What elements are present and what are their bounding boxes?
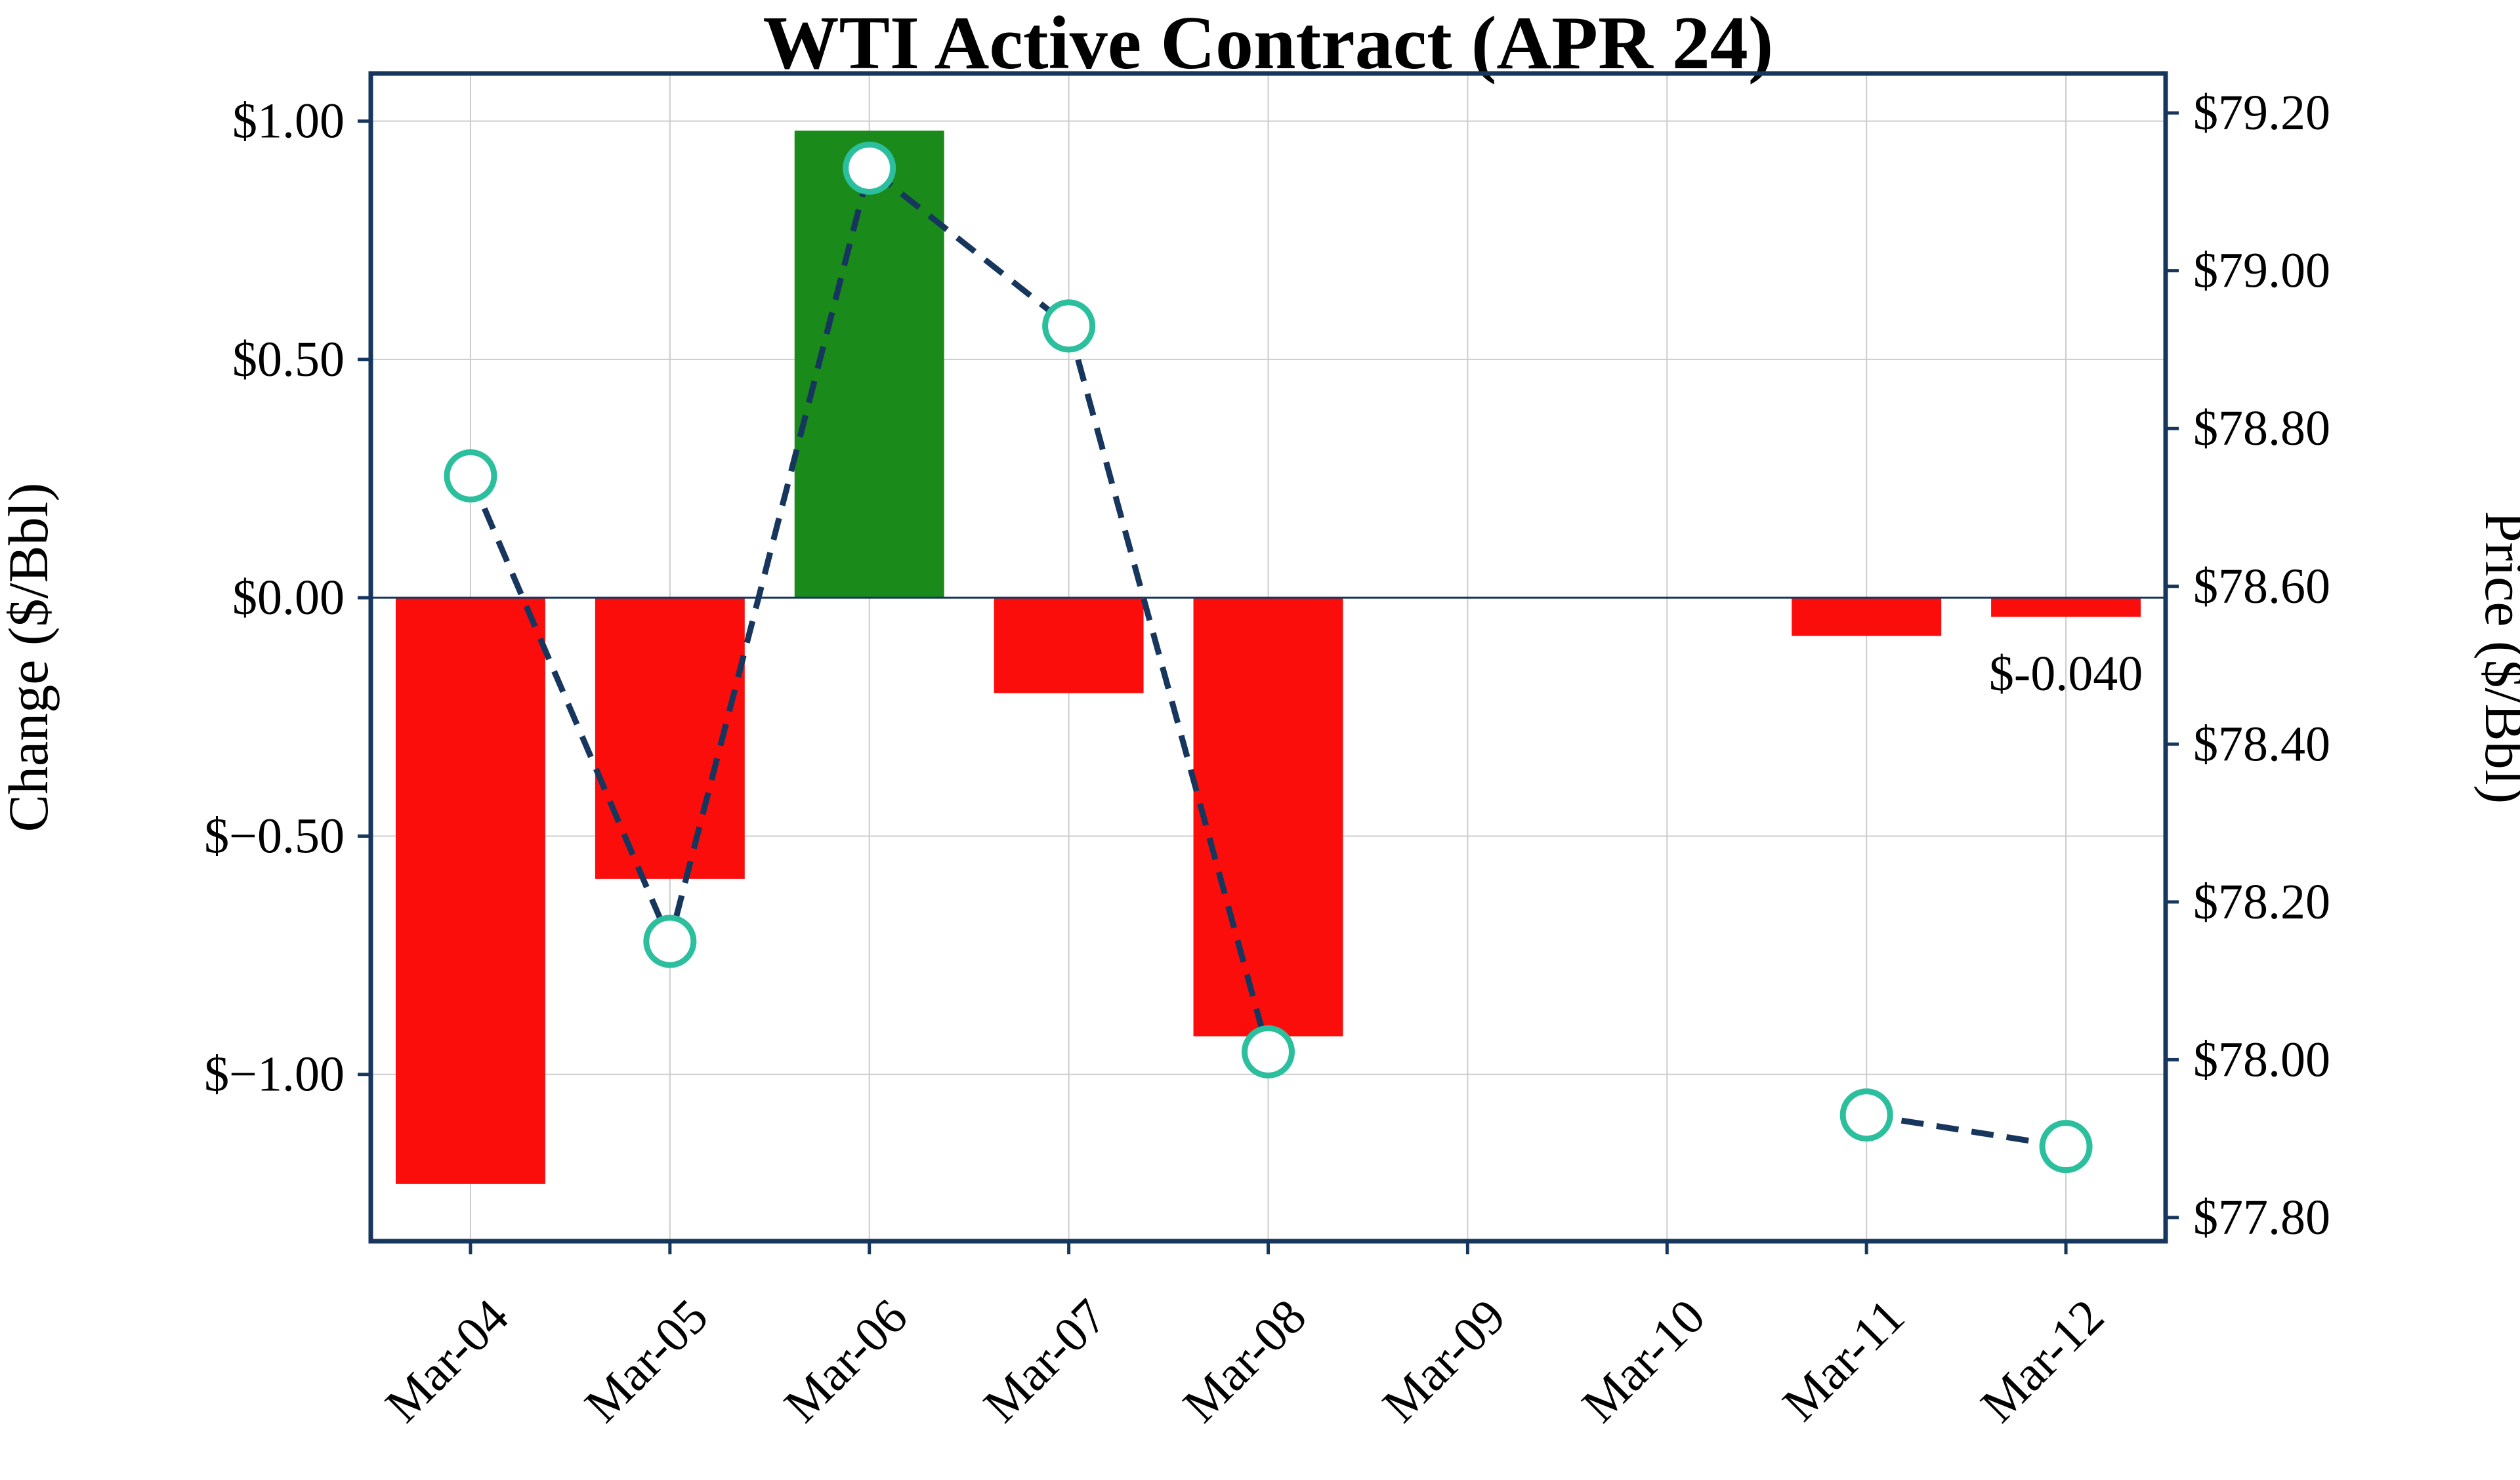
right-tick-label: $78.80 [2193, 401, 2330, 456]
x-tick-label: Mar-04 [375, 1289, 518, 1433]
price-marker-Mar-07 [1042, 299, 1096, 353]
right-axis-label: Price ($/Bbl) [2473, 511, 2520, 804]
left-tick-label: $−1.00 [204, 1047, 345, 1102]
price-marker-Mar-12 [2039, 1120, 2093, 1174]
x-tick-label: Mar-06 [774, 1289, 917, 1433]
bar-Mar-11 [1792, 598, 1942, 636]
left-tick-label: $−0.50 [204, 808, 345, 863]
right-tick-label: $79.00 [2193, 243, 2330, 298]
bar-Mar-12 [1991, 598, 2141, 617]
price-marker-Mar-05 [643, 915, 697, 968]
x-tick-label: Mar-08 [1173, 1289, 1316, 1433]
bar-Mar-07 [994, 598, 1144, 693]
x-tick-label: Mar-07 [973, 1289, 1117, 1433]
price-line [1866, 1112, 2067, 1150]
x-tick-label: Mar-05 [574, 1289, 718, 1433]
price-marker-Mar-04 [444, 449, 497, 503]
x-tick-label: Mar-10 [1572, 1289, 1715, 1433]
bar-Mar-04 [395, 598, 545, 1184]
price-marker-Mar-08 [1242, 1025, 1295, 1079]
x-tick-label: Mar-12 [1970, 1289, 2114, 1433]
right-tick-label: $78.60 [2193, 559, 2330, 614]
right-tick-label: $79.20 [2193, 85, 2330, 140]
x-tick-label: Mar-09 [1372, 1289, 1516, 1433]
price-line [467, 163, 1271, 1053]
last-change-annotation: $-0.040 [1989, 646, 2143, 701]
left-tick-label: $0.00 [232, 570, 345, 625]
bar-Mar-08 [1193, 598, 1343, 1037]
right-tick-label: $78.20 [2193, 874, 2330, 930]
right-tick-label: $78.00 [2193, 1032, 2330, 1087]
right-tick-label: $77.80 [2193, 1190, 2330, 1245]
price-marker-Mar-06 [843, 141, 896, 195]
left-tick-label: $1.00 [232, 94, 345, 149]
left-tick-label: $0.50 [232, 332, 345, 387]
right-tick-label: $78.40 [2193, 716, 2330, 771]
price-marker-Mar-11 [1839, 1088, 1893, 1142]
x-tick-label: Mar-11 [1773, 1289, 1916, 1432]
left-axis-label: Change ($/Bbl) [0, 483, 60, 832]
